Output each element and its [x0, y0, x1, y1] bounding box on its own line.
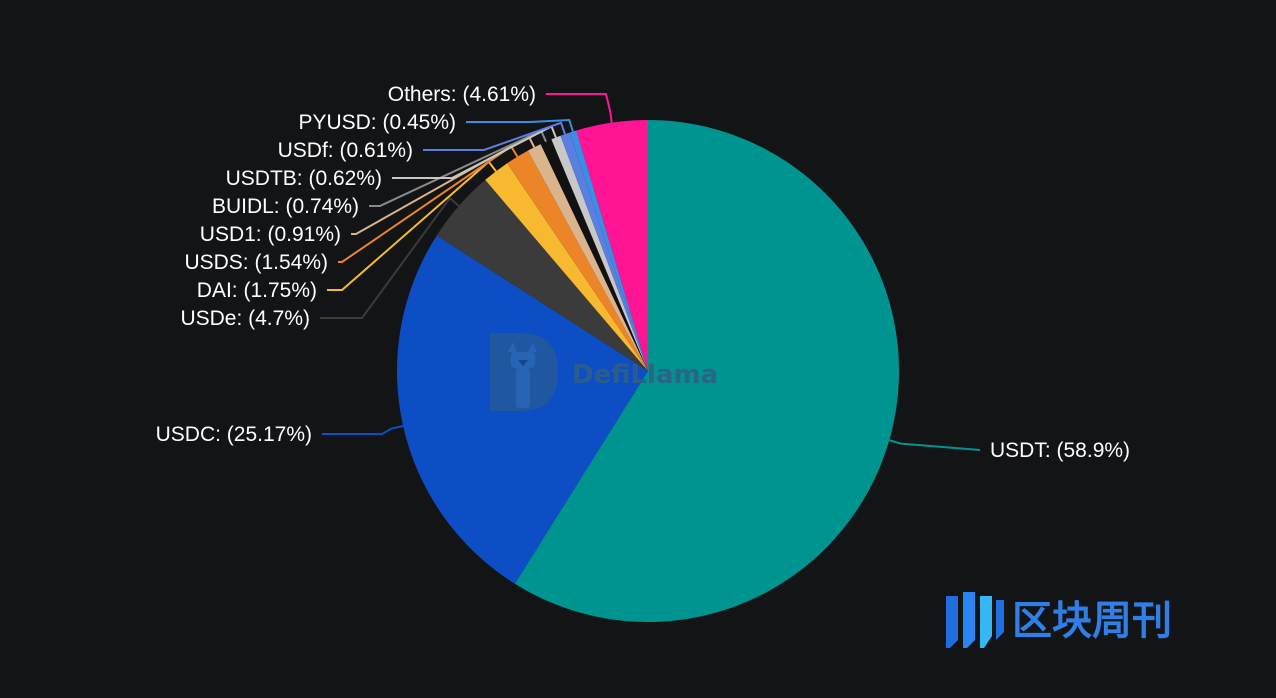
- slice-label-dai: DAI: (1.75%): [197, 279, 317, 302]
- leader-line-usdf: [423, 121, 566, 151]
- pie-slice-others[interactable]: [576, 120, 648, 371]
- source-logo: 区块周刊: [946, 592, 1172, 648]
- leader-line-usdtb: [392, 124, 557, 179]
- slice-labels: USDT: (58.9%) USDC: (25.17%) USDe: (4.7%) D…: [156, 83, 1130, 462]
- leader-line-dai: [327, 160, 497, 291]
- pie-slice-usdt[interactable]: [514, 120, 899, 622]
- pie-slice-usdf[interactable]: [560, 132, 648, 371]
- slice-label-usds: USDS: (1.54%): [184, 251, 328, 274]
- pie-slice-usde[interactable]: [436, 179, 648, 371]
- slice-label-others: Others: (4.61%): [388, 83, 536, 106]
- llama-icon: [490, 333, 558, 411]
- slice-label-usdtb: USDTB: (0.62%): [226, 167, 382, 190]
- leader-line-usde: [320, 196, 460, 319]
- leader-line-usds: [338, 144, 519, 263]
- pie-slices: [397, 120, 899, 622]
- pie-slice-usd1[interactable]: [527, 144, 648, 371]
- slice-label-buidl: BUIDL: (0.74%): [212, 195, 359, 218]
- leader-line-usd1: [351, 135, 536, 235]
- slice-label-usde: USDe: (4.7%): [180, 307, 310, 330]
- slice-label-usdf: USDf: (0.61%): [278, 139, 413, 162]
- source-text: 区块周刊: [1012, 598, 1172, 644]
- slice-label-usd1: USD1: (0.91%): [200, 223, 341, 246]
- pie-slice-dai[interactable]: [485, 163, 648, 371]
- leader-line-buidl: [369, 129, 547, 207]
- pie-slice-buidl[interactable]: [540, 139, 648, 371]
- slice-label-usdt: USDT: (58.9%): [990, 439, 1130, 462]
- bars-logo-icon: [946, 592, 1004, 648]
- leader-line-usdt: [888, 439, 981, 451]
- leader-line-pyusd: [466, 119, 574, 132]
- watermark-text: DefiLlama: [572, 360, 718, 390]
- pie-slice-usdtb[interactable]: [551, 135, 648, 371]
- leader-line-others: [546, 93, 613, 123]
- slice-label-pyusd: PYUSD: (0.45%): [298, 111, 456, 134]
- defillama-watermark: DefiLlama: [490, 333, 718, 411]
- leader-line-usdc: [322, 425, 404, 435]
- slice-label-usdc: USDC: (25.17%): [156, 423, 312, 446]
- pie-slice-pyusd[interactable]: [569, 130, 648, 371]
- pie-slice-usds[interactable]: [507, 150, 648, 371]
